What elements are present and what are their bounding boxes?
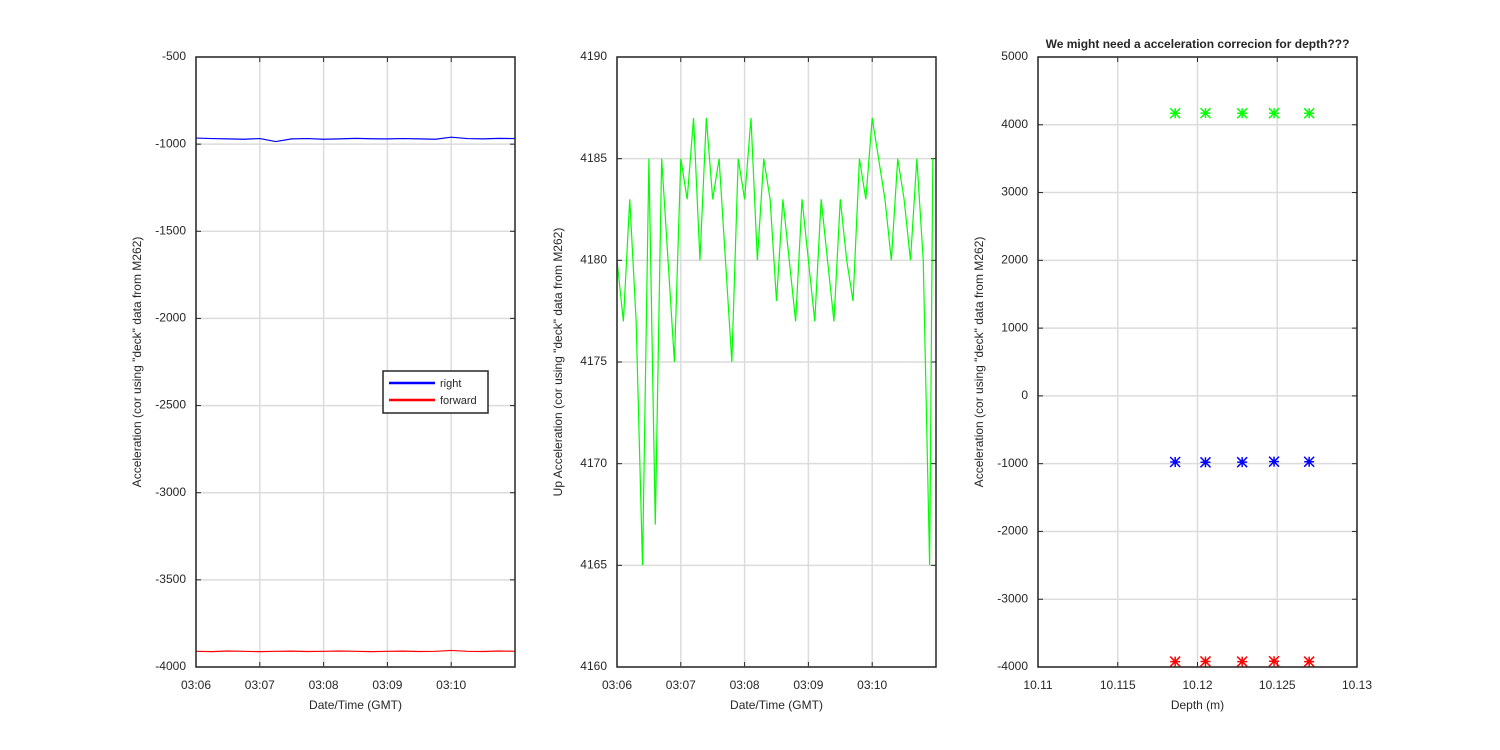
marker bbox=[1199, 655, 1212, 667]
y-tick-label: -1500 bbox=[155, 223, 186, 237]
chart-title: We might need a acceleration correcion f… bbox=[1046, 37, 1350, 51]
y-tick-label: -3000 bbox=[997, 591, 1028, 605]
y-tick-label: 4170 bbox=[580, 456, 607, 470]
series-line bbox=[616, 117, 934, 566]
y-tick-label: -1000 bbox=[155, 136, 186, 150]
series-line bbox=[195, 136, 516, 143]
x-tick-label: 10.13 bbox=[1342, 678, 1372, 692]
legend-label: right bbox=[440, 378, 461, 390]
y-tick-label: 5000 bbox=[1001, 49, 1028, 63]
y-tick-label: -1000 bbox=[997, 456, 1028, 470]
y-tick-label: -4000 bbox=[155, 659, 186, 673]
marker bbox=[1199, 107, 1212, 119]
x-axis-label: Date/Time (GMT) bbox=[309, 698, 402, 712]
axes-box bbox=[616, 56, 937, 668]
marker bbox=[1303, 656, 1315, 668]
y-tick-label: 4185 bbox=[580, 151, 607, 165]
y-tick-label: -3500 bbox=[155, 572, 186, 586]
y-tick-label: 3000 bbox=[1001, 185, 1028, 199]
y-tick-label: -500 bbox=[162, 49, 186, 63]
axes: 03:06 03:07 03:08 03:09 03:10 -4000 -3500 -3000… bbox=[130, 49, 516, 712]
y-tick-label: 4175 bbox=[580, 354, 607, 368]
axes: 10.11 10.115 10.12 10.125 10.13 -4000 -3000 -20… bbox=[972, 37, 1372, 712]
marker bbox=[1268, 107, 1280, 119]
y-tick-label: -2000 bbox=[155, 311, 186, 325]
x-tick-label: 10.125 bbox=[1259, 678, 1296, 692]
x-tick-label: 03:06 bbox=[181, 678, 211, 692]
x-tick-label: 10.12 bbox=[1182, 678, 1212, 692]
x-axis-label: Depth (m) bbox=[1171, 698, 1224, 712]
y-axis-label: Acceleration (cor using "deck" data from… bbox=[972, 237, 986, 488]
marker bbox=[1268, 655, 1280, 667]
y-tick-label: 0 bbox=[1021, 388, 1028, 402]
axes: 03:06 03:07 03:08 03:09 03:10 4160 4165 4170 417… bbox=[551, 49, 937, 712]
x-tick-label: 03:07 bbox=[245, 678, 275, 692]
x-tick-label: 10.11 bbox=[1023, 678, 1052, 692]
legend: right forward bbox=[382, 370, 489, 414]
legend-box bbox=[382, 370, 489, 414]
y-tick-label: -2000 bbox=[997, 524, 1028, 538]
x-tick-label: 03:09 bbox=[372, 678, 402, 692]
y-tick-label: 4190 bbox=[580, 49, 607, 63]
marker bbox=[1199, 456, 1212, 468]
axes-box bbox=[195, 56, 516, 668]
series-line bbox=[195, 649, 516, 653]
marker bbox=[1236, 456, 1248, 468]
x-tick-label: 03:09 bbox=[793, 678, 823, 692]
y-axis-label: Up Acceleration (cor using "deck" data f… bbox=[551, 228, 565, 497]
marker bbox=[1303, 107, 1315, 119]
y-tick-label: 4180 bbox=[580, 253, 607, 267]
y-tick-label: -3000 bbox=[155, 485, 186, 499]
x-tick-label: 10.115 bbox=[1100, 678, 1136, 692]
marker bbox=[1169, 107, 1181, 119]
x-tick-label: 03:07 bbox=[666, 678, 696, 692]
marker bbox=[1268, 456, 1280, 468]
y-tick-label: 4000 bbox=[1001, 117, 1028, 131]
legend-label: forward bbox=[440, 395, 477, 407]
y-tick-label: 4160 bbox=[580, 659, 607, 673]
marker bbox=[1169, 456, 1181, 468]
x-tick-label: 03:08 bbox=[309, 678, 339, 692]
y-tick-label: 2000 bbox=[1001, 253, 1028, 267]
marker bbox=[1303, 456, 1315, 468]
y-tick-label: -2500 bbox=[155, 398, 186, 412]
axes-box bbox=[1037, 56, 1358, 668]
y-tick-label: -4000 bbox=[997, 659, 1028, 673]
x-tick-label: 03:10 bbox=[436, 678, 466, 692]
y-axis-label: Acceleration (cor using "deck" data from… bbox=[130, 237, 144, 488]
marker bbox=[1236, 656, 1248, 668]
x-tick-label: 03:08 bbox=[730, 678, 760, 692]
plot-area bbox=[196, 57, 515, 667]
marker bbox=[1236, 107, 1248, 119]
x-axis-label: Date/Time (GMT) bbox=[730, 698, 823, 712]
y-tick-label: 1000 bbox=[1001, 320, 1028, 334]
x-tick-label: 03:10 bbox=[857, 678, 887, 692]
marker bbox=[1169, 656, 1181, 668]
y-tick-label: 4165 bbox=[580, 558, 607, 572]
x-tick-label: 03:06 bbox=[602, 678, 632, 692]
